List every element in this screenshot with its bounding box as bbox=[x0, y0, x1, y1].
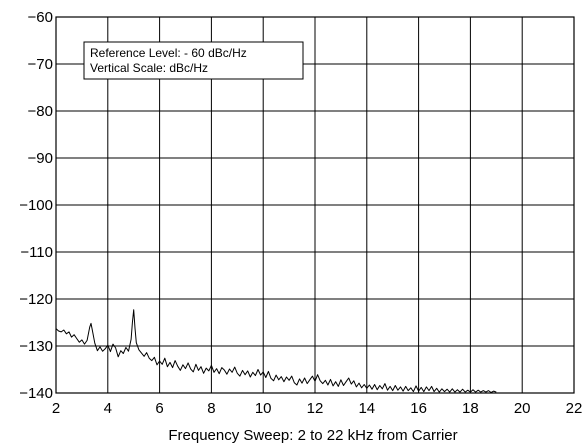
annotation-border bbox=[83, 41, 304, 80]
x-tick-label: 2 bbox=[52, 400, 60, 417]
y-tick-label: −60 bbox=[28, 9, 53, 26]
y-tick-label: −70 bbox=[28, 56, 53, 73]
y-tick-label: −110 bbox=[20, 244, 53, 261]
x-tick-label: 20 bbox=[514, 400, 531, 417]
x-tick-label: 4 bbox=[104, 400, 112, 417]
series-layer bbox=[55, 309, 497, 393]
y-tick-label: −130 bbox=[19, 338, 53, 355]
y-tick-label: −140 bbox=[19, 385, 53, 402]
annotation-line-scale: Vertical Scale: dBc/Hz bbox=[90, 61, 208, 75]
x-tick-label: 22 bbox=[566, 400, 583, 417]
x-tick-label: 10 bbox=[255, 400, 272, 417]
x-tick-label: 14 bbox=[358, 400, 375, 417]
y-tick-label: −100 bbox=[19, 197, 53, 214]
annotation-box: Reference Level: - 60 dBc/Hz Vertical Sc… bbox=[83, 41, 304, 80]
x-tick-label: 8 bbox=[207, 400, 215, 417]
x-tick-label: 16 bbox=[410, 400, 427, 417]
x-axis-title: Frequency Sweep: 2 to 22 kHz from Carrie… bbox=[168, 427, 457, 444]
y-tick-label: −120 bbox=[19, 291, 53, 308]
plot-frame bbox=[55, 16, 575, 394]
x-tick-label: 18 bbox=[462, 400, 479, 417]
x-tick-label: 12 bbox=[307, 400, 324, 417]
annotation-line-reference: Reference Level: - 60 dBc/Hz bbox=[90, 46, 247, 60]
x-tick-label: 6 bbox=[155, 400, 163, 417]
tick-labels: 2 4 6 8 10 12 14 16 18 20 22 −60 −70 −80 −90 −100 −110 −1… bbox=[19, 9, 582, 417]
y-tick-label: −90 bbox=[28, 150, 53, 167]
y-tick-label: −80 bbox=[28, 103, 53, 120]
series-line bbox=[55, 309, 497, 393]
